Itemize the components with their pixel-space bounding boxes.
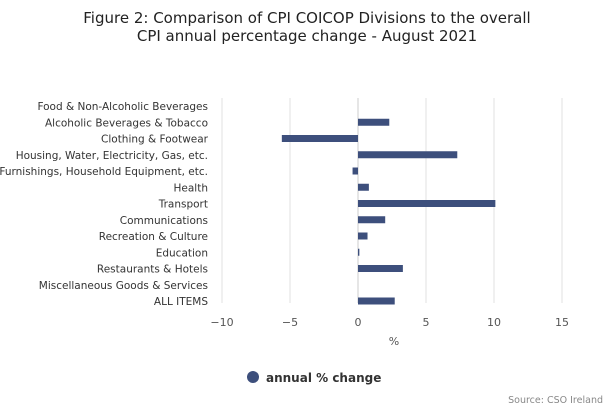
legend-marker[interactable] [247, 371, 259, 383]
category-label: Clothing & Footwear [101, 134, 209, 146]
bar[interactable] [358, 200, 496, 207]
x-axis-title: % [389, 335, 399, 348]
bar[interactable] [358, 265, 403, 272]
bars [281, 118, 496, 305]
chart-title-line-1: Figure 2: Comparison of CPI COICOP Divis… [83, 9, 530, 27]
bar[interactable] [281, 135, 358, 142]
category-label: Miscellaneous Goods & Services [39, 280, 208, 292]
category-label: Education [156, 247, 208, 259]
bar[interactable] [358, 118, 390, 126]
bar[interactable] [358, 151, 458, 159]
category-label: Communications [120, 215, 208, 227]
x-tick-label: 0 [355, 316, 362, 329]
chart-title-line-2: CPI annual percentage change - August 20… [137, 27, 477, 45]
bar[interactable] [358, 248, 360, 256]
category-label: Food & Non-Alcoholic Beverages [37, 101, 208, 113]
x-tick-label: 5 [423, 316, 430, 329]
x-tick-label: 15 [555, 316, 569, 329]
x-tick-label: −10 [210, 316, 233, 329]
category-label: Restaurants & Hotels [97, 264, 208, 276]
category-label: ALL ITEMS [154, 296, 208, 308]
source-note: Source: CSO Ireland [508, 395, 603, 406]
bar[interactable] [352, 167, 358, 175]
category-label: Health [174, 182, 208, 194]
x-axis-ticks: −10 −5 0 5 10 15 [210, 316, 569, 329]
category-label: Furnishings, Household Equipment, etc. [0, 166, 208, 178]
legend-label[interactable]: annual % change [266, 371, 381, 385]
bar[interactable] [358, 216, 386, 224]
category-label: Transport [158, 199, 208, 211]
category-labels: Food & Non-Alcoholic Beverages Alcoholic … [0, 101, 209, 308]
category-label: Housing, Water, Electricity, Gas, etc. [16, 150, 208, 162]
x-tick-label: 10 [487, 316, 501, 329]
bar[interactable] [358, 297, 395, 305]
x-tick-label: −5 [282, 316, 298, 329]
bar[interactable] [358, 232, 368, 240]
bar[interactable] [358, 183, 369, 191]
category-label: Recreation & Culture [99, 231, 208, 243]
category-label: Alcoholic Beverages & Tobacco [45, 117, 208, 129]
